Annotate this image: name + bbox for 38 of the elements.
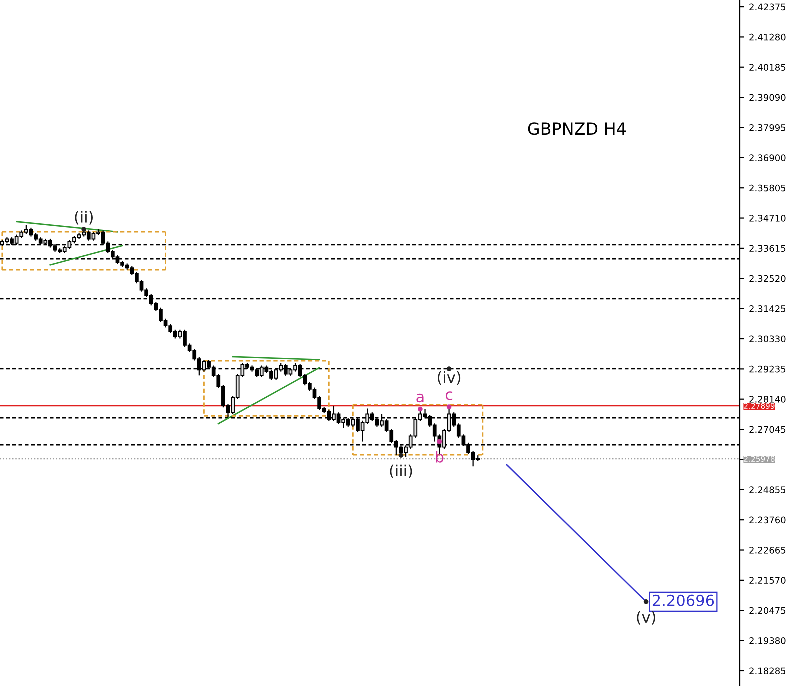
point <box>644 600 649 604</box>
series-label: (iv) <box>438 371 461 385</box>
point <box>398 453 404 458</box>
y-tick-label: 2.42375 <box>750 4 786 11</box>
y-tick-label: 2.22665 <box>750 546 786 554</box>
y-tick-label: 2.23760 <box>750 516 786 524</box>
y-tick-label: 2.32520 <box>750 275 786 282</box>
y-tick-label: 2.39090 <box>750 94 786 102</box>
y-tick-label: 2.19380 <box>750 638 786 644</box>
y-tick-label: 2.35805 <box>750 184 786 192</box>
text: GBPNZD H4 <box>528 122 626 136</box>
y-tick-label: 2.21570 <box>750 577 786 584</box>
series-label: (v) <box>637 611 656 625</box>
series-label: 2.20696 <box>652 594 714 606</box>
series-label: b <box>436 451 444 463</box>
y-tick-label: 2.30330 <box>750 336 786 343</box>
point <box>446 366 452 372</box>
point <box>82 227 87 232</box>
y-tick-label: 2.41280 <box>750 34 786 41</box>
y-tick-label: 2.28140 <box>750 396 786 403</box>
series-label: c <box>446 392 453 400</box>
y-tick-label: 2.40185 <box>750 64 786 71</box>
series-label: a <box>416 394 424 403</box>
series-label: (iii) <box>390 464 412 478</box>
y-tick-label: 2.33615 <box>750 245 786 252</box>
y-tick-label: 2.37995 <box>750 124 786 132</box>
y-tick-label: 2.31425 <box>750 306 786 312</box>
series-label: (ii) <box>75 211 93 225</box>
y-tick-label: 2.29235 <box>750 366 786 373</box>
y-tick-label: 2.27045 <box>750 426 786 434</box>
y-tick-label: 2.24855 <box>750 486 786 494</box>
point <box>418 406 423 412</box>
y-tick-label: 2.20475 <box>750 607 786 614</box>
point <box>437 439 442 444</box>
point <box>446 404 452 410</box>
y-tick-label: 2.36900 <box>750 154 786 162</box>
y-tick-label: 2.34710 <box>750 215 786 222</box>
y-tick-label: 2.18285 <box>750 668 786 675</box>
